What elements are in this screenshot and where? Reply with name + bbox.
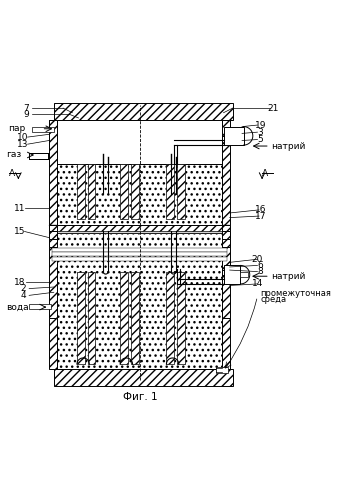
Text: 11: 11 — [14, 204, 26, 213]
Bar — [52, 248, 226, 252]
Bar — [222, 232, 230, 318]
Bar — [131, 164, 139, 219]
Bar — [222, 120, 230, 226]
Bar — [54, 369, 233, 386]
Text: 18: 18 — [14, 278, 26, 287]
Text: 16: 16 — [255, 206, 266, 214]
Bar — [222, 231, 230, 239]
Bar — [52, 252, 226, 256]
Bar — [131, 272, 139, 364]
Bar — [29, 153, 48, 159]
Bar — [167, 272, 174, 364]
Text: 10: 10 — [17, 132, 29, 141]
Text: А: А — [9, 169, 15, 178]
Text: 4: 4 — [20, 291, 26, 300]
Bar — [49, 226, 57, 232]
Text: 7: 7 — [23, 104, 29, 112]
Bar — [120, 164, 128, 219]
Bar — [167, 164, 174, 219]
Text: 6: 6 — [258, 261, 264, 270]
Text: Фиг. 1: Фиг. 1 — [123, 392, 157, 402]
Bar — [49, 232, 57, 318]
Text: 17: 17 — [255, 212, 266, 220]
Text: 2: 2 — [20, 284, 26, 293]
Bar — [223, 126, 243, 145]
Bar — [222, 239, 230, 247]
Text: 21: 21 — [267, 104, 278, 112]
Text: среда: среда — [260, 295, 287, 304]
Bar — [177, 164, 185, 219]
Bar — [88, 164, 96, 219]
Polygon shape — [49, 226, 60, 232]
Bar — [77, 272, 85, 364]
Bar — [49, 120, 65, 136]
Bar — [222, 318, 230, 369]
Bar — [177, 272, 185, 364]
Bar — [222, 226, 230, 232]
Bar — [57, 164, 222, 226]
Bar — [120, 272, 128, 364]
Bar — [52, 257, 226, 261]
Bar — [57, 232, 222, 233]
Bar — [216, 368, 225, 372]
Bar — [49, 318, 57, 369]
Text: промежуточная: промежуточная — [260, 290, 332, 298]
Text: газ: газ — [6, 150, 21, 160]
Bar — [32, 126, 54, 132]
Bar — [49, 120, 57, 226]
Text: натрий: натрий — [271, 272, 306, 280]
Bar — [57, 226, 222, 233]
Bar — [88, 272, 96, 364]
Bar — [49, 239, 57, 247]
Bar — [54, 104, 233, 120]
Text: пар: пар — [8, 124, 26, 134]
Bar — [29, 304, 51, 309]
Text: 19: 19 — [255, 120, 266, 130]
Polygon shape — [222, 226, 230, 232]
Bar — [216, 366, 228, 374]
Bar — [49, 136, 58, 152]
Text: 5: 5 — [258, 135, 264, 144]
Text: 8: 8 — [258, 267, 264, 276]
Bar — [57, 120, 222, 164]
Bar — [57, 232, 222, 369]
Text: 3: 3 — [258, 128, 264, 136]
Bar — [49, 231, 57, 239]
Text: 15: 15 — [14, 227, 26, 236]
Text: натрий: натрий — [271, 142, 306, 150]
Text: 13: 13 — [17, 140, 29, 148]
Bar — [223, 266, 240, 284]
Bar — [77, 164, 85, 219]
Bar — [240, 272, 248, 277]
Bar — [214, 120, 230, 136]
Text: 14: 14 — [252, 280, 263, 288]
Text: 9: 9 — [23, 110, 29, 119]
Text: А: А — [262, 169, 268, 178]
Text: 20: 20 — [252, 255, 263, 264]
Text: вода: вода — [6, 302, 29, 312]
